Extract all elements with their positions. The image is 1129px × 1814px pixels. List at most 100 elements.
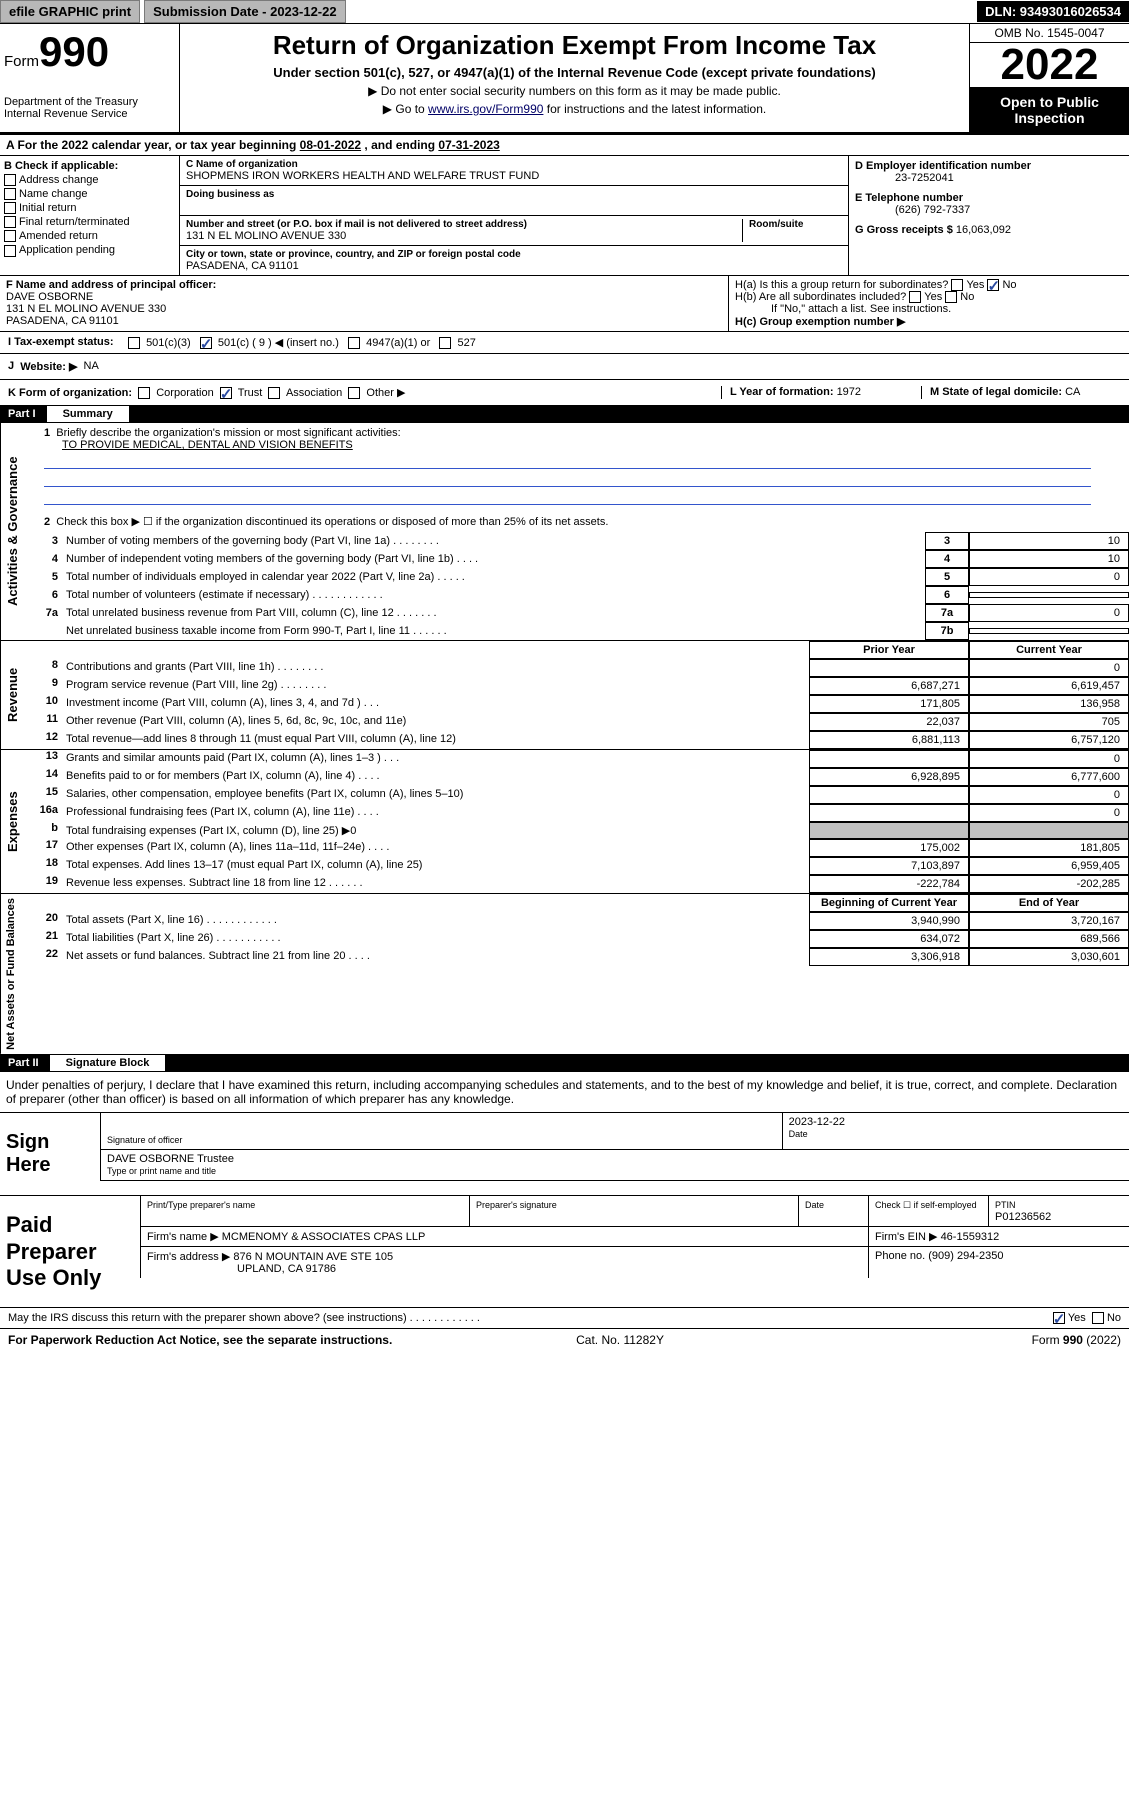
row-text: Net assets or fund balances. Subtract li…: [66, 948, 809, 966]
chk-amended[interactable]: Amended return: [4, 230, 175, 242]
line-a: A For the 2022 calendar year, or tax yea…: [0, 135, 1129, 156]
row-num: 8: [36, 659, 66, 677]
chk-initial-return[interactable]: Initial return: [4, 202, 175, 214]
gov-rows: 3 Number of voting members of the govern…: [36, 532, 1129, 640]
part2-num: Part II: [8, 1057, 39, 1069]
main-title: Return of Organization Exempt From Incom…: [186, 30, 963, 61]
row-text: Total number of individuals employed in …: [66, 569, 925, 585]
may-text: May the IRS discuss this return with the…: [8, 1312, 1053, 1324]
may-yes-lbl: Yes: [1068, 1312, 1086, 1324]
officer-sign-name: DAVE OSBORNE Trustee: [107, 1153, 234, 1165]
row-text: Salaries, other compensation, employee b…: [66, 786, 809, 804]
i-4947[interactable]: [348, 337, 360, 349]
submission-btn[interactable]: Submission Date - 2023-12-22: [144, 0, 346, 23]
ha-no[interactable]: [987, 279, 999, 291]
k-corp[interactable]: [138, 387, 150, 399]
fin-row: 16a Professional fundraising fees (Part …: [36, 804, 1129, 822]
row-text: Net unrelated business taxable income fr…: [66, 623, 925, 639]
city-lbl: City or town, state or province, country…: [186, 249, 842, 260]
row-text: Benefits paid to or for members (Part IX…: [66, 768, 809, 786]
py-val: -222,784: [809, 875, 969, 893]
hb-yes[interactable]: [909, 291, 921, 303]
cy-val: 6,619,457: [969, 677, 1129, 695]
row-text: Investment income (Part VIII, column (A)…: [66, 695, 809, 713]
row-text: Program service revenue (Part VIII, line…: [66, 677, 809, 695]
ptin: P01236562: [995, 1211, 1051, 1223]
row-box: 7b: [925, 622, 969, 640]
sig-lbl: Signature of officer: [107, 1135, 182, 1145]
row-num: 11: [36, 713, 66, 731]
i-501c3[interactable]: [128, 337, 140, 349]
py-val: [809, 786, 969, 804]
row-box: 5: [925, 568, 969, 586]
may-discuss-row: May the IRS discuss this return with the…: [0, 1308, 1129, 1329]
p-col3: Date: [805, 1200, 824, 1210]
dba: [186, 200, 842, 212]
firm-name: MCMENOMY & ASSOCIATES CPAS LLP: [222, 1231, 426, 1243]
fin-row: 11 Other revenue (Part VIII, column (A),…: [36, 713, 1129, 731]
py-hdr: Beginning of Current Year: [809, 894, 969, 912]
row-text: Other expenses (Part IX, column (A), lin…: [66, 839, 809, 857]
may-yes[interactable]: [1053, 1312, 1065, 1324]
k-other[interactable]: [348, 387, 360, 399]
p-col2: Preparer's signature: [476, 1200, 557, 1210]
chk-lbl-4: Amended return: [19, 230, 98, 242]
row-box: 7a: [925, 604, 969, 622]
paid-grid: Paid Preparer Use Only Print/Type prepar…: [0, 1196, 1129, 1308]
row-text: Number of independent voting members of …: [66, 551, 925, 567]
i-501c[interactable]: [200, 337, 212, 349]
cy-hdr: End of Year: [969, 894, 1129, 912]
part1-header: Part I Summary: [0, 406, 1129, 423]
row-text: Contributions and grants (Part VIII, lin…: [66, 659, 809, 677]
name-lbl: Type or print name and title: [107, 1166, 216, 1176]
j-row: J Website: ▶ NA: [0, 354, 1129, 380]
fin-row: 20 Total assets (Part X, line 16) . . . …: [36, 912, 1129, 930]
e-lbl: E Telephone number: [855, 192, 963, 204]
fin-row: 17 Other expenses (Part IX, column (A), …: [36, 839, 1129, 857]
bal-rows: Beginning of Current Year End of Year 20…: [36, 894, 1129, 1054]
firm-addr1: 876 N MOUNTAIN AVE STE 105: [233, 1251, 393, 1263]
a-mid: , and ending: [364, 138, 438, 152]
sub2b-post: for instructions and the latest informat…: [543, 102, 766, 116]
fin-row: 19 Revenue less expenses. Subtract line …: [36, 875, 1129, 893]
c-column: C Name of organization SHOPMENS IRON WOR…: [180, 156, 849, 275]
py-val: 171,805: [809, 695, 969, 713]
subtitle-1: Under section 501(c), 527, or 4947(a)(1)…: [186, 65, 963, 80]
may-no[interactable]: [1092, 1312, 1104, 1324]
chk-final-return[interactable]: Final return/terminated: [4, 216, 175, 228]
q1-text: Briefly describe the organization's miss…: [56, 427, 400, 439]
sub2b-pre: ▶ Go to: [383, 102, 428, 116]
row-val: 0: [969, 568, 1129, 586]
form990-link[interactable]: www.irs.gov/Form990: [428, 102, 543, 116]
chk-application-pending[interactable]: Application pending: [4, 244, 175, 256]
d-column: D Employer identification number23-72520…: [849, 156, 1129, 275]
k-opt-1: Trust: [238, 387, 263, 399]
form-foot: Form 990 (2022): [1032, 1333, 1121, 1347]
i-lbl: Tax-exempt status:: [14, 336, 113, 348]
py-val: [809, 659, 969, 677]
side-net-assets: Net Assets or Fund Balances: [0, 894, 36, 1054]
form-word: Form: [4, 53, 39, 70]
fin-row: 12 Total revenue—add lines 8 through 11 …: [36, 731, 1129, 749]
d-lbl: D Employer identification number: [855, 160, 1031, 172]
chk-address-change[interactable]: Address change: [4, 174, 175, 186]
subtitle-2a: ▶ Do not enter social security numbers o…: [186, 84, 963, 98]
k-trust[interactable]: [220, 387, 232, 399]
top-bar: efile GRAPHIC print Submission Date - 20…: [0, 0, 1129, 24]
may-no-lbl: No: [1107, 1312, 1121, 1324]
i-527[interactable]: [439, 337, 451, 349]
chk-name-change[interactable]: Name change: [4, 188, 175, 200]
efile-btn[interactable]: efile GRAPHIC print: [0, 0, 140, 23]
k-assoc[interactable]: [268, 387, 280, 399]
fin-row: 21 Total liabilities (Part X, line 26) .…: [36, 930, 1129, 948]
subtitle-2b: ▶ Go to www.irs.gov/Form990 for instruct…: [186, 102, 963, 116]
ha-yes[interactable]: [951, 279, 963, 291]
row-val: 10: [969, 550, 1129, 568]
py-val: 3,306,918: [809, 948, 969, 966]
mission-line-3: [44, 489, 1091, 505]
hb-no[interactable]: [945, 291, 957, 303]
bcd-grid: B Check if applicable: Address change Na…: [0, 156, 1129, 276]
firm-ein: 46-1559312: [941, 1231, 1000, 1243]
officer-addr: 131 N EL MOLINO AVENUE 330: [6, 303, 722, 315]
row-text: Total unrelated business revenue from Pa…: [66, 605, 925, 621]
